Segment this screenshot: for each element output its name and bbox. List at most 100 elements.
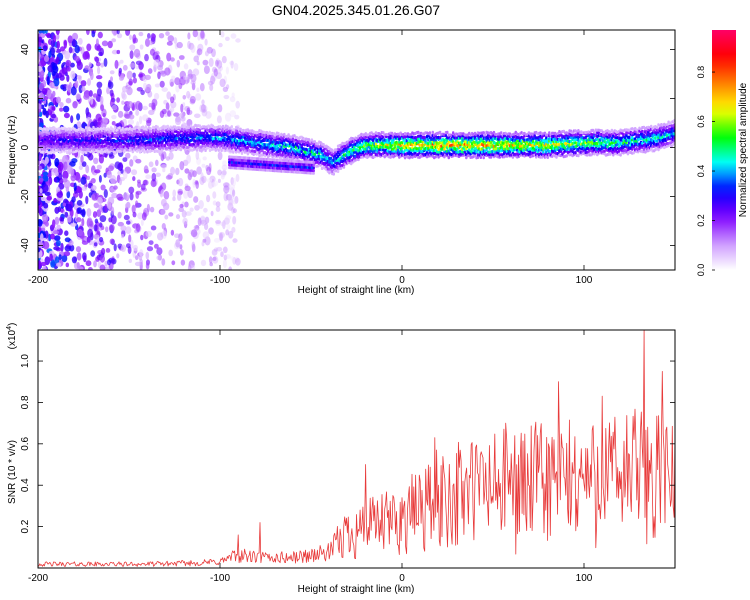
spectrogram-cell xyxy=(161,108,167,115)
spectrogram-cell xyxy=(97,31,103,39)
spectrogram-cell xyxy=(184,185,191,192)
spectrogram-cell xyxy=(53,230,59,235)
spectrogram-cell xyxy=(56,96,61,104)
spectrogram-cell xyxy=(319,147,322,151)
spectrogram-cell xyxy=(187,69,193,78)
spectrogram-cell xyxy=(42,88,48,95)
spectrogram-cell xyxy=(183,189,189,199)
spectrogram-cell xyxy=(187,264,192,270)
spectrogram-cell xyxy=(484,141,487,145)
spectrogram-cell xyxy=(230,177,234,186)
spectrogram-cell xyxy=(208,227,214,235)
spectrogram-cell xyxy=(161,223,166,230)
spectrogram-cell xyxy=(160,70,167,77)
spectrogram-cell xyxy=(72,38,76,47)
spectrogram-cell xyxy=(71,256,77,264)
spectrogram-cell xyxy=(153,59,160,68)
spectrogram-cell xyxy=(135,100,142,110)
spectrogram-cell xyxy=(77,175,81,183)
spectrogram-cell xyxy=(144,74,151,81)
spectrogram-cell xyxy=(210,72,217,82)
spectrogram-cell xyxy=(76,186,83,193)
spectrogram-cell xyxy=(75,246,82,253)
spectrogram-cell xyxy=(424,139,427,143)
spectrogram-cell xyxy=(231,226,236,233)
spectrogram-cell xyxy=(95,38,99,46)
spectrogram-cell xyxy=(204,236,211,246)
spectrogram-cell xyxy=(219,232,224,242)
spectrogram-cell xyxy=(191,243,196,253)
spectrogram-cell xyxy=(55,240,61,247)
spectrogram-cell xyxy=(195,224,200,231)
spectrogram-cell xyxy=(138,115,143,125)
spectrogram-cell xyxy=(56,224,61,230)
spectrogram-cell xyxy=(96,209,102,218)
spectrogram-cell xyxy=(131,204,136,214)
spectrogram-cell xyxy=(148,161,154,168)
spectrogram-cell xyxy=(147,33,151,39)
spectrogram-cell xyxy=(191,265,196,270)
spectrogram-cell xyxy=(173,112,180,117)
spectrogram-cell xyxy=(187,189,193,199)
spectrogram-cell xyxy=(145,262,150,270)
spectrogram-cell xyxy=(171,75,176,80)
spectrogram-cell xyxy=(49,82,55,89)
spectrogram-cell xyxy=(205,164,209,172)
spectrogram-cell xyxy=(54,171,59,177)
spectrogram-cell xyxy=(200,172,204,182)
spectrogram-cell xyxy=(38,260,42,269)
spectrogram-cell xyxy=(42,266,47,270)
spectrogram-cell xyxy=(180,103,184,113)
spectrogram-cell xyxy=(209,175,216,183)
spectrogram-cell xyxy=(96,75,103,80)
spectrogram-cell xyxy=(111,38,117,43)
spectrogram-cell xyxy=(58,254,62,261)
spectrogram-cell xyxy=(109,238,115,245)
spectrogram-cell xyxy=(199,216,206,225)
spectrogram-cell xyxy=(225,36,230,41)
spectrogram-cell xyxy=(161,258,166,266)
spectrogram-cell xyxy=(207,227,214,235)
spectrogram-cell xyxy=(53,78,60,87)
spectrogram-cell xyxy=(53,235,61,241)
spectrogram-cell xyxy=(129,192,134,201)
spectrogram-cell xyxy=(86,43,92,52)
spectrogram-cell xyxy=(70,70,76,80)
spectrogram-cell xyxy=(44,191,51,196)
spectrogram-cell xyxy=(91,30,96,38)
spectrogram-cell xyxy=(174,116,182,126)
spectrogram-cell xyxy=(120,168,124,174)
spectrogram-cell xyxy=(230,125,233,129)
spectrogram-cell xyxy=(116,49,121,55)
spectrogram-cell xyxy=(81,208,86,218)
spectrogram-cell xyxy=(164,214,169,220)
spectrogram-cell xyxy=(111,49,119,55)
spectrogram-cell xyxy=(103,172,107,178)
spectrogram-cell xyxy=(484,133,487,137)
spectrogram-cell xyxy=(122,157,128,163)
spectrogram-cell xyxy=(49,253,53,262)
spectrogram-cell xyxy=(217,104,223,113)
spectrogram-cell xyxy=(184,201,189,208)
spectrogram-cell xyxy=(54,158,60,167)
spectrogram-cell xyxy=(52,219,56,229)
spectrogram-cell xyxy=(126,101,133,109)
spectrogram-cell xyxy=(184,168,190,174)
spectrogram-cell xyxy=(196,48,203,56)
spectrogram-cell xyxy=(200,259,207,267)
spectrogram-cell xyxy=(196,61,200,66)
spectrogram-cell xyxy=(222,160,227,167)
spectrogram-cell xyxy=(225,229,230,236)
spectrogram-cell xyxy=(219,233,223,241)
spectrogram-cell xyxy=(64,50,71,60)
spectrogram-cell xyxy=(234,196,239,204)
spectrogram-cell xyxy=(99,264,106,270)
spectrogram-cell xyxy=(428,131,432,135)
spectrogram-cell xyxy=(332,172,335,176)
spectrogram-cell xyxy=(219,78,226,88)
spectrogram-cell xyxy=(70,167,74,177)
spectrogram-cell xyxy=(555,155,558,159)
spectrogram-cell xyxy=(161,87,168,92)
spectrogram-cell xyxy=(167,110,171,117)
spectrogram-cell xyxy=(92,211,98,218)
